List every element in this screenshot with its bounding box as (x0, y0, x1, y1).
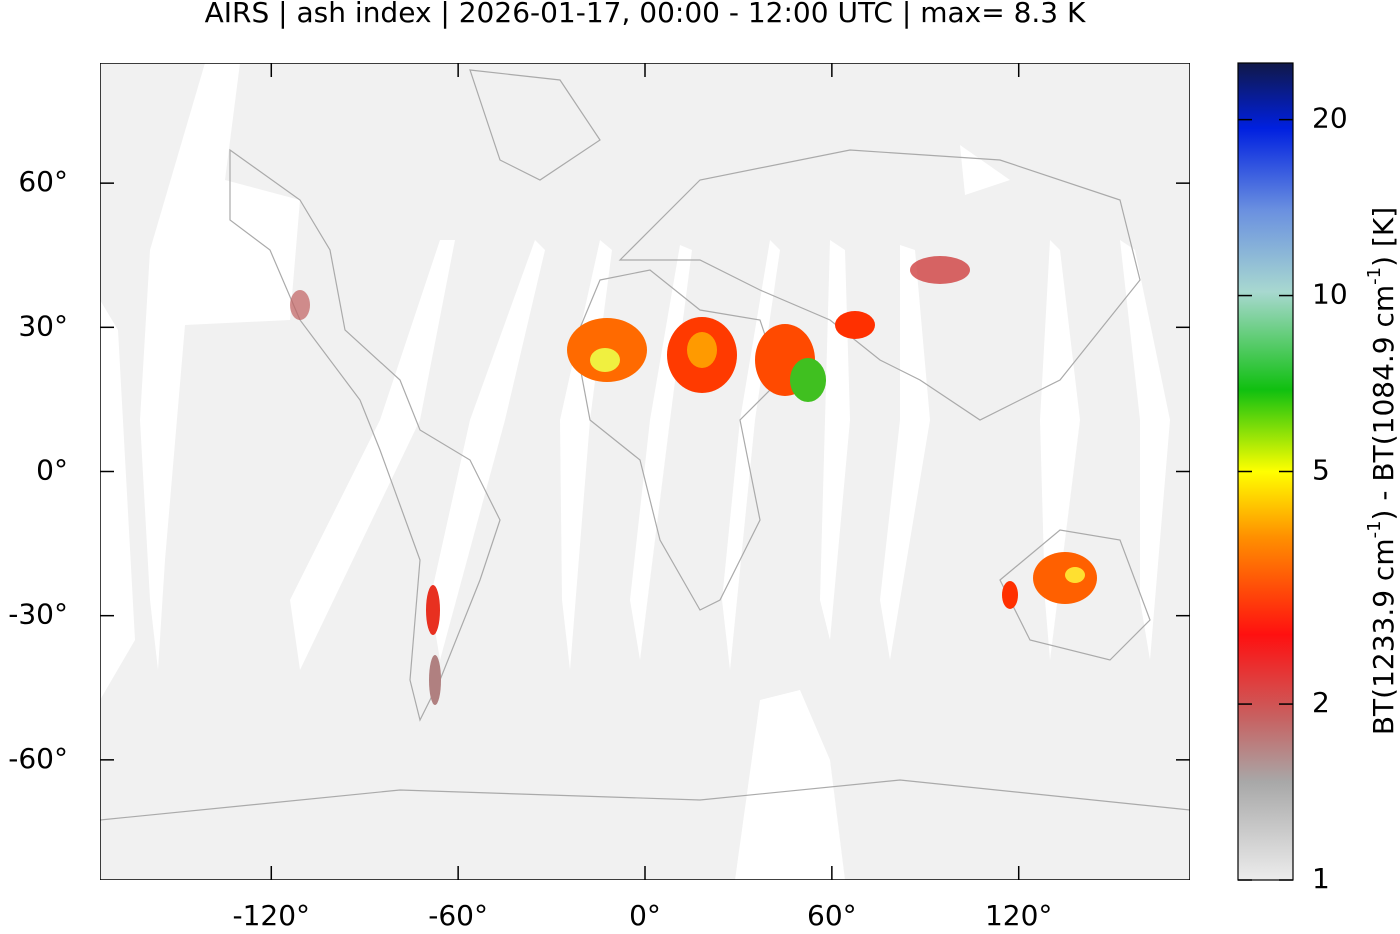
colorbar-label-part: BT(1233.9 cm (1367, 538, 1400, 735)
colorbar-label-sup: -1 (1364, 267, 1385, 285)
x-tick-label: -60° (428, 899, 488, 930)
x-tick-label: 120° (985, 899, 1052, 930)
colorbar-tick-label: 5 (1312, 454, 1330, 487)
colorbar-tick-label: 10 (1312, 278, 1348, 311)
colorbar-tick-label: 2 (1312, 686, 1330, 719)
x-tick-label: -120° (233, 899, 311, 930)
x-tick-label: 0° (629, 899, 661, 930)
x-tick-label: 60° (807, 899, 857, 930)
colorbar-label-sup: -1 (1364, 520, 1385, 538)
y-tick-label: 30° (18, 309, 68, 342)
y-tick-label: 0° (36, 454, 68, 487)
y-tick-label: 60° (18, 165, 68, 198)
swath-gaps (100, 63, 1170, 880)
map-area (100, 63, 1190, 880)
colorbar-label-part: ) [K] (1367, 207, 1400, 267)
y-tick-label: -60° (8, 742, 68, 775)
y-tick-label: -30° (8, 598, 68, 631)
chart-title: AIRS | ash index | 2026-01-17, 00:00 - 1… (205, 0, 1086, 29)
ash-signal (290, 256, 1097, 705)
colorbar-tick-label: 1 (1312, 862, 1330, 895)
colorbar-label-part: ) - BT(1084.9 cm (1367, 285, 1400, 521)
colorbar-tick-label: 20 (1312, 102, 1348, 135)
colorbar-label: BT(1233.9 cm-1) - BT(1084.9 cm-1) [K] (1364, 207, 1400, 735)
